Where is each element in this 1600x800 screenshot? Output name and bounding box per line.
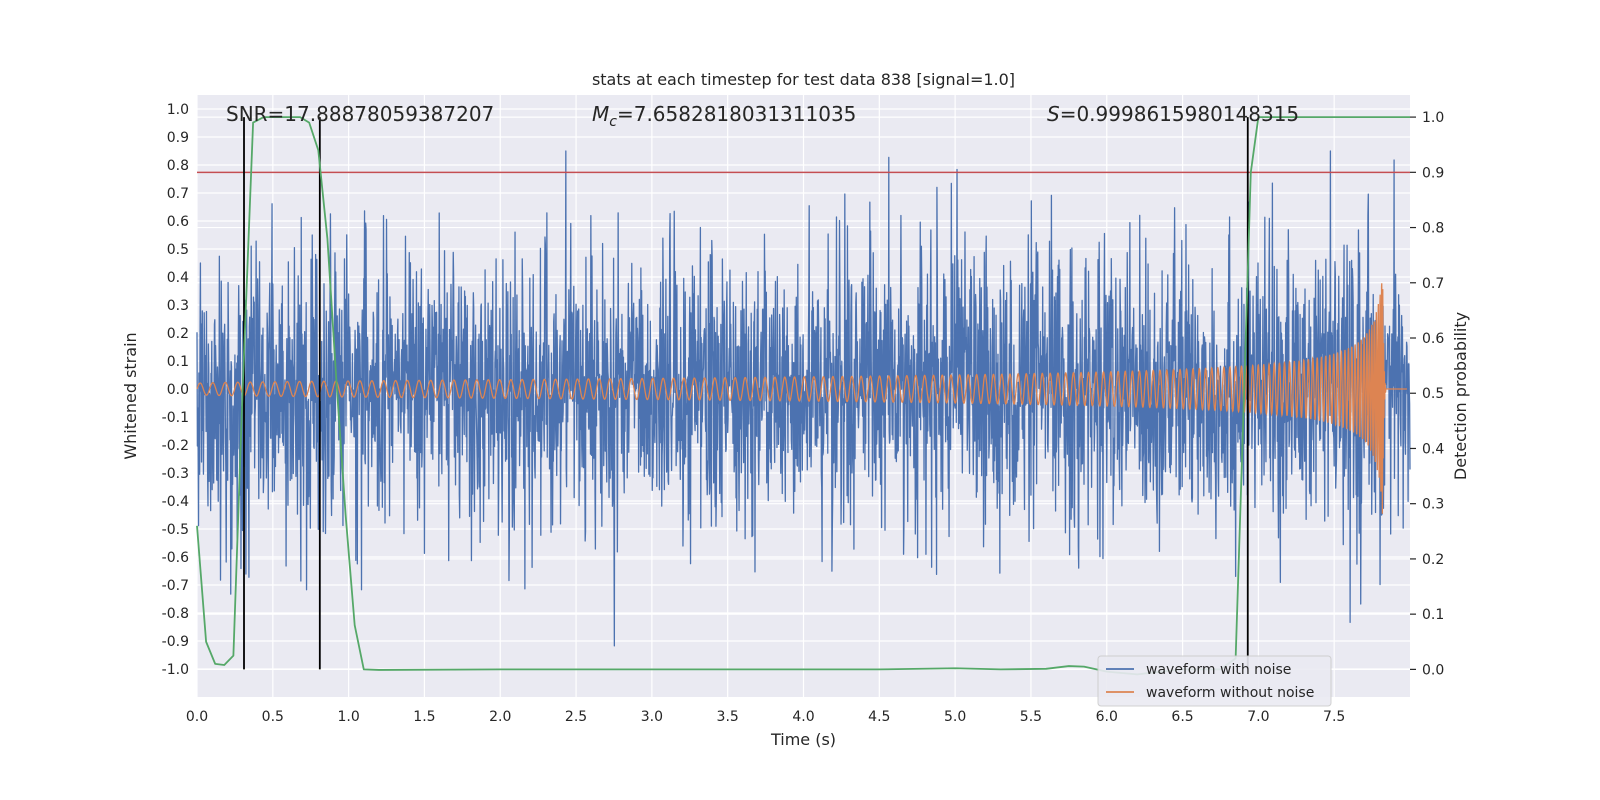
x-axis-label: Time (s) xyxy=(770,730,836,749)
series-waveform-without-noise xyxy=(196,283,1407,514)
series-waveform-with-noise xyxy=(196,150,1411,647)
y-tick-label: -0.9 xyxy=(162,634,189,650)
x-tick-label: 7.0 xyxy=(1247,709,1269,725)
x-tick-label: 7.5 xyxy=(1323,709,1345,725)
y-tick-label: -0.6 xyxy=(162,550,189,566)
y2-tick-label: 0.8 xyxy=(1422,221,1444,237)
y-tick-label: 0.6 xyxy=(167,214,189,230)
y2-tick-label: 0.1 xyxy=(1422,607,1444,623)
y-tick-label: 0.0 xyxy=(167,382,189,398)
x-tick-label: 5.0 xyxy=(944,709,966,725)
noise-waveform-line xyxy=(196,150,1411,647)
y-tick-label: -0.8 xyxy=(162,606,189,622)
x-tick-label: 5.5 xyxy=(1020,709,1042,725)
x-tick-label: 6.5 xyxy=(1171,709,1193,725)
y-tick-label: -0.1 xyxy=(162,410,189,426)
x-tick-label: 1.0 xyxy=(337,709,359,725)
y2-axis-ticks: 1.0 0.9 0.8 0.7 0.6 0.5 0.4 0.3 0.2 0.1 0.0 xyxy=(1410,110,1444,678)
x-tick-label: 1.5 xyxy=(413,709,435,725)
y-tick-label: 0.2 xyxy=(167,326,189,342)
x-tick-label: 2.5 xyxy=(565,709,587,725)
y2-tick-label: 0.9 xyxy=(1422,165,1444,181)
x-tick-label: 0.0 xyxy=(186,709,208,725)
legend: waveform with noise waveform without noi… xyxy=(1097,655,1332,707)
y-tick-label: 0.4 xyxy=(167,270,189,286)
legend-entry-noise: waveform with noise xyxy=(1146,662,1291,678)
x-tick-label: 4.0 xyxy=(792,709,814,725)
y-axis-ticks: 1.0 0.9 0.8 0.7 0.6 0.5 0.4 0.3 0.2 0.1 0.0 -0.1 -0.… xyxy=(162,102,189,678)
y-tick-label: 0.3 xyxy=(167,298,189,314)
legend-box xyxy=(1097,655,1332,707)
chart-title: stats at each timestep for test data 838… xyxy=(592,70,1015,89)
s-value: =0.9998615980148315 xyxy=(1060,102,1299,126)
mc-subscript: c xyxy=(609,114,617,130)
mc-symbol: M xyxy=(592,102,609,126)
y2-tick-label: 0.0 xyxy=(1422,662,1444,678)
vertical-markers xyxy=(243,117,1249,670)
x-tick-label: 3.0 xyxy=(641,709,663,725)
y-tick-label: 1.0 xyxy=(167,102,189,118)
x-tick-label: 2.0 xyxy=(489,709,511,725)
y-tick-label: 0.9 xyxy=(167,130,189,146)
y-tick-label: 0.8 xyxy=(167,158,189,174)
x-axis-ticks: 0.0 0.5 1.0 1.5 2.0 2.5 3.0 3.5 4.0 4.5 5.0 5.5 6.0 6… xyxy=(186,709,1345,725)
y2-axis-label: Detection probability xyxy=(1451,312,1470,480)
y2-tick-label: 0.2 xyxy=(1422,552,1444,568)
snr-annotation: SNR=17.88878059387207 xyxy=(226,102,494,126)
x-tick-label: 4.5 xyxy=(868,709,890,725)
x-tick-label: 0.5 xyxy=(262,709,284,725)
y-tick-label: -0.4 xyxy=(162,494,189,510)
y-tick-label: 0.1 xyxy=(167,354,189,370)
y2-tick-label: 0.3 xyxy=(1422,497,1444,513)
score-annotation: S=0.9998615980148315 xyxy=(1047,102,1299,126)
s-symbol: S xyxy=(1047,102,1060,126)
y2-tick-label: 0.5 xyxy=(1422,386,1444,402)
clean-waveform-line xyxy=(196,283,1407,514)
y2-tick-label: 0.7 xyxy=(1422,276,1444,292)
x-tick-label: 6.0 xyxy=(1096,709,1118,725)
y2-tick-label: 0.6 xyxy=(1422,331,1444,347)
y-tick-label: 0.7 xyxy=(167,186,189,202)
y-tick-label: -0.2 xyxy=(162,438,189,454)
y-tick-label: 0.5 xyxy=(167,242,189,258)
y2-tick-label: 1.0 xyxy=(1422,110,1444,126)
legend-entry-clean: waveform without noise xyxy=(1146,685,1314,701)
y-tick-label: -0.3 xyxy=(162,466,189,482)
y-axis-label: Whitened strain xyxy=(121,332,140,459)
y2-tick-label: 0.4 xyxy=(1422,441,1444,457)
x-tick-label: 3.5 xyxy=(717,709,739,725)
y-tick-label: -0.5 xyxy=(162,522,189,538)
y-tick-label: -0.7 xyxy=(162,578,189,594)
mc-value: =7.6582818031311035 xyxy=(617,102,856,126)
chirp-mass-annotation: Mc=7.6582818031311035 xyxy=(592,102,856,130)
y-tick-label: -1.0 xyxy=(162,662,189,678)
